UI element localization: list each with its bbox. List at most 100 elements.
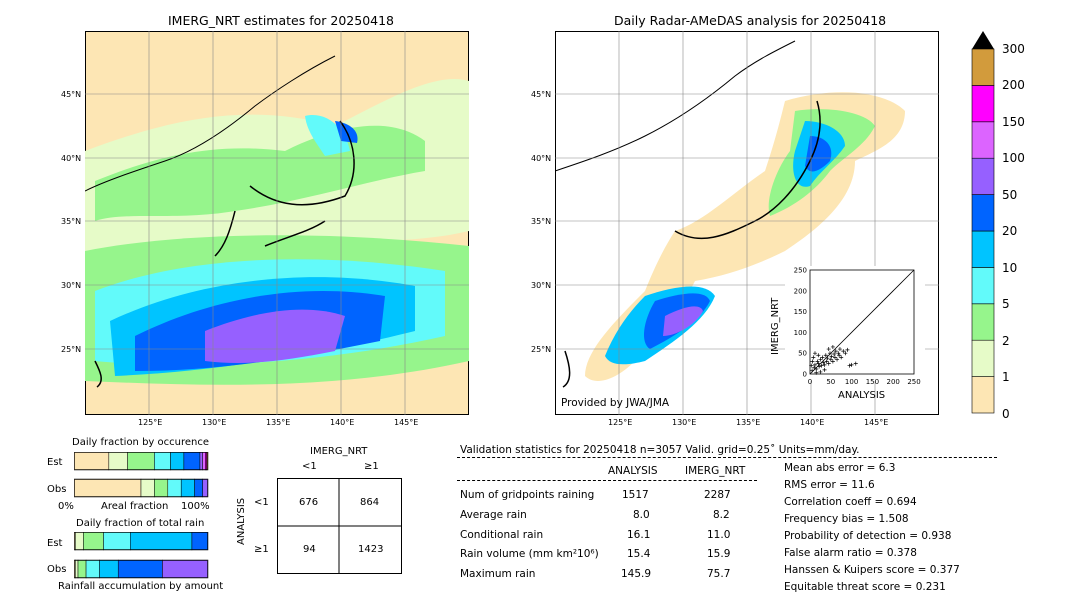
left-map-title: IMERG_NRT estimates for 20250418: [168, 13, 395, 28]
fraction-segment: [154, 478, 169, 498]
scatter-point: [815, 359, 820, 364]
scatter-point: [845, 347, 850, 352]
scatter-point: [832, 355, 837, 360]
stat-imerg: 11.0: [707, 529, 731, 541]
scatter-point: [847, 363, 852, 368]
scatter-point: [809, 363, 814, 368]
colorbar-segment: [971, 376, 995, 414]
scatter-point: [843, 351, 848, 356]
fraction-segment: [108, 452, 128, 471]
total-rain-bars: [74, 532, 209, 579]
right-lat-label: 45°N: [531, 90, 552, 99]
scatter-point: [849, 362, 854, 367]
fraction-segment: [202, 478, 209, 498]
colorbar-segment: [971, 230, 995, 268]
score-line: Equitable threat score = 0.231: [784, 581, 946, 593]
contingency-row-label: <1: [254, 497, 269, 508]
score-line: RMS error = 11.6: [784, 479, 875, 491]
scatter-point: [835, 357, 840, 362]
contingency-col-label: <1: [302, 461, 317, 472]
fraction-segment: [202, 452, 206, 471]
fraction-segment: [103, 532, 131, 551]
right-lon-label: 140°E: [800, 418, 825, 427]
scatter-xtick: 100: [845, 378, 858, 386]
score-line: Hanssen & Kuipers score = 0.377: [784, 564, 960, 576]
occurrence-axis-left: 0%: [58, 501, 74, 512]
scatter-point: [819, 363, 824, 368]
left-lon-label: 125°E: [138, 418, 163, 427]
right-map-title: Daily Radar-AMeDAS analysis for 20250418: [614, 13, 887, 28]
fraction-segment: [191, 532, 209, 551]
stat-label: Num of gridpoints raining: [460, 489, 595, 501]
fraction-row-frame: [74, 479, 208, 497]
scatter-point: [822, 362, 827, 367]
scatter-point: [811, 355, 816, 360]
colorbar: [971, 31, 995, 414]
occurrence-row-label: Obs: [47, 484, 67, 495]
scatter-ytick: 200: [794, 287, 807, 295]
scatter-xtick: 150: [866, 378, 879, 386]
fraction-segment: [75, 532, 84, 551]
scatter-point: [830, 359, 835, 364]
scatter-point: [817, 364, 822, 369]
scatter-point: [853, 361, 858, 366]
scatter-point: [837, 353, 842, 358]
scatter-ylabel: IMERG_NRT: [770, 297, 781, 355]
fraction-segment: [117, 559, 163, 579]
contingency-col-title: IMERG_NRT: [310, 446, 368, 457]
scatter-xtick: 50: [826, 378, 835, 386]
fraction-segment: [83, 532, 104, 551]
left-lon-label: 145°E: [394, 418, 419, 427]
contingency-cell: 676: [299, 497, 319, 508]
fraction-segment: [77, 559, 87, 579]
right-lon-label: 125°E: [608, 418, 633, 427]
fraction-segment: [75, 559, 79, 579]
fraction-segment: [183, 452, 201, 471]
colorbar-tick: 0: [1002, 407, 1010, 421]
scatter-xlabel: ANALYSIS: [838, 390, 886, 401]
score-line: Correlation coeff = 0.694: [784, 496, 917, 508]
colorbar-tick: 20: [1002, 224, 1018, 238]
validation-header: Validation statistics for 20250418 n=305…: [460, 444, 860, 456]
fraction-segment: [74, 452, 110, 471]
colorbar-extend-arrow: [972, 31, 994, 49]
colorbar-tick: 5: [1002, 297, 1010, 311]
right-map: [555, 31, 939, 415]
fraction-segment: [99, 559, 119, 579]
scatter-point: [812, 362, 817, 367]
right-lat-label: 25°N: [531, 345, 552, 354]
scatter-inset: 00 50 50 100 100 150 150 200 200 250 250: [794, 267, 921, 387]
colorbar-tick: 10: [1002, 261, 1018, 275]
scatter-point: [839, 355, 844, 360]
contingency-grid: [277, 478, 402, 574]
stat-label: Maximum rain: [460, 568, 536, 580]
right-lon-label: 145°E: [864, 418, 889, 427]
left-lon-label: 130°E: [202, 418, 227, 427]
stat-imerg: 8.2: [713, 509, 730, 521]
fraction-segment: [130, 532, 193, 551]
stat-analysis: 15.4: [627, 548, 651, 560]
score-line: Probability of detection = 0.938: [784, 530, 952, 542]
stat-label: Conditional rain: [460, 529, 544, 541]
fraction-segment: [194, 478, 203, 498]
fraction-segment: [162, 559, 209, 579]
colorbar-tick: 1: [1002, 370, 1010, 384]
scatter-ytick: 50: [798, 350, 807, 358]
score-line: False alarm ratio = 0.378: [784, 547, 917, 559]
fraction-row-frame: [74, 452, 208, 470]
scatter-point: [816, 353, 821, 358]
table-divider: [457, 480, 757, 481]
fraction-segment: [127, 452, 155, 471]
stat-analysis: 8.0: [633, 509, 650, 521]
left-lon-label: 140°E: [330, 418, 355, 427]
colorbar-segment: [971, 121, 995, 159]
colorbar-segment: [971, 194, 995, 232]
left-map: [85, 31, 469, 415]
colorbar-segment: [971, 85, 995, 123]
score-line: Mean abs error = 6.3: [784, 462, 896, 474]
fraction-segment: [74, 478, 142, 498]
scatter-point: [814, 367, 819, 372]
right-lon-label: 135°E: [736, 418, 761, 427]
right-lat-label: 30°N: [531, 281, 552, 290]
scatter-point: [828, 357, 833, 362]
